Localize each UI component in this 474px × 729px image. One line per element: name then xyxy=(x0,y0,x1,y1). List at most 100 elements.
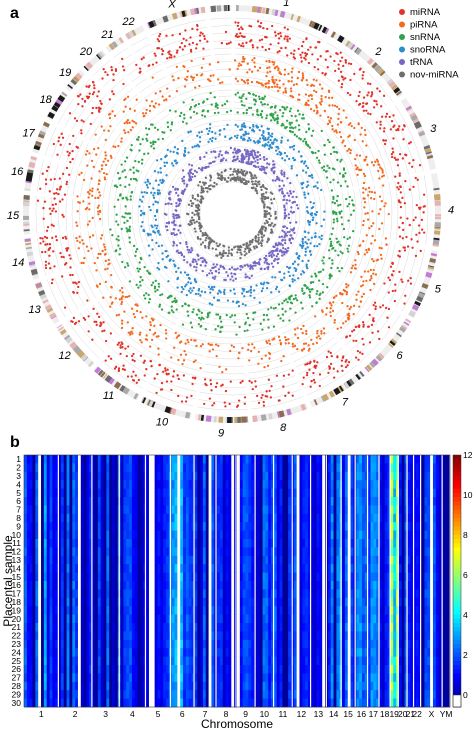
point-nov-miRNA xyxy=(260,188,263,192)
point-miRNA xyxy=(140,57,143,61)
point-miRNA xyxy=(215,382,219,385)
point-miRNA xyxy=(69,160,72,164)
point-piRNA xyxy=(191,76,194,79)
point-nov-miRNA xyxy=(221,252,224,255)
point-nov-miRNA xyxy=(258,183,261,186)
point-snRNA xyxy=(294,126,297,129)
point-piRNA xyxy=(287,72,290,76)
point-nov-miRNA xyxy=(245,179,248,183)
point-snRNA xyxy=(346,237,349,241)
point-miRNA xyxy=(81,105,84,108)
point-snRNA xyxy=(145,127,148,130)
point-tRNA xyxy=(230,266,234,269)
point-piRNA xyxy=(145,338,149,341)
point-tRNA xyxy=(217,268,221,271)
point-nov-miRNA xyxy=(254,180,257,183)
point-piRNA xyxy=(293,344,297,348)
point-piRNA xyxy=(183,349,186,353)
point-snoRNA xyxy=(274,287,278,291)
point-miRNA xyxy=(52,142,55,146)
point-piRNA xyxy=(107,129,110,132)
point-piRNA xyxy=(145,315,148,318)
point-nov-miRNA xyxy=(232,170,235,173)
point-snoRNA xyxy=(173,263,176,266)
point-snRNA xyxy=(260,101,263,104)
point-piRNA xyxy=(345,116,348,119)
point-miRNA xyxy=(271,24,274,28)
point-snRNA xyxy=(120,163,123,166)
point-piRNA xyxy=(234,77,238,80)
point-piRNA xyxy=(302,342,306,345)
point-piRNA xyxy=(109,305,112,308)
point-snRNA xyxy=(270,112,273,115)
point-piRNA xyxy=(265,340,268,343)
point-miRNA xyxy=(145,368,148,371)
point-miRNA xyxy=(340,56,344,59)
point-miRNA xyxy=(406,245,410,248)
y-tick-label: 27 xyxy=(12,673,22,683)
point-snoRNA xyxy=(142,229,145,233)
point-piRNA xyxy=(353,267,357,270)
point-tRNA xyxy=(175,244,178,247)
point-snoRNA xyxy=(166,254,170,257)
point-snRNA xyxy=(246,329,249,332)
point-miRNA xyxy=(337,63,340,66)
point-miRNA xyxy=(392,114,395,117)
point-miRNA xyxy=(287,391,290,394)
point-nov-miRNA xyxy=(212,240,216,243)
point-snoRNA xyxy=(258,129,261,132)
point-snRNA xyxy=(309,281,313,285)
point-piRNA xyxy=(328,104,331,107)
point-miRNA xyxy=(99,324,102,327)
point-miRNA xyxy=(283,37,286,40)
point-miRNA xyxy=(308,368,311,371)
point-snoRNA xyxy=(303,193,306,196)
ideogram-band xyxy=(85,61,94,70)
point-tRNA xyxy=(287,216,291,220)
point-miRNA xyxy=(390,155,394,159)
point-miRNA xyxy=(46,243,49,246)
point-nov-miRNA xyxy=(193,198,197,201)
point-piRNA xyxy=(332,301,335,304)
point-snRNA xyxy=(301,287,304,290)
point-snRNA xyxy=(301,117,304,120)
point-piRNA xyxy=(361,284,364,287)
point-snoRNA xyxy=(306,166,310,170)
point-snRNA xyxy=(335,150,338,154)
point-piRNA xyxy=(127,331,130,334)
point-piRNA xyxy=(171,75,174,78)
point-nov-miRNA xyxy=(200,191,203,194)
point-snRNA xyxy=(166,296,170,300)
point-snoRNA xyxy=(257,139,260,143)
point-miRNA xyxy=(365,109,368,112)
x-tick-label: 11 xyxy=(278,709,287,719)
point-miRNA xyxy=(292,56,295,59)
point-piRNA xyxy=(129,128,133,132)
point-miRNA xyxy=(191,376,195,379)
point-miRNA xyxy=(130,354,134,358)
point-miRNA xyxy=(370,95,373,98)
point-piRNA xyxy=(106,159,110,162)
point-snRNA xyxy=(189,321,193,324)
point-snoRNA xyxy=(187,289,191,292)
point-miRNA xyxy=(324,72,327,75)
point-miRNA xyxy=(388,278,392,282)
ideogram-band xyxy=(296,15,301,23)
point-piRNA xyxy=(378,246,381,250)
point-piRNA xyxy=(347,123,351,126)
point-snRNA xyxy=(263,95,267,98)
point-miRNA xyxy=(344,366,348,369)
point-nov-miRNA xyxy=(263,222,266,225)
point-nov-miRNA xyxy=(274,212,277,216)
point-snoRNA xyxy=(157,193,160,196)
point-tRNA xyxy=(186,248,189,251)
x-tick-label: 2 xyxy=(73,709,78,719)
point-piRNA xyxy=(257,362,260,365)
x-tick-label: 15 xyxy=(343,709,353,719)
y-tick-label: 30 xyxy=(12,698,22,708)
point-miRNA xyxy=(81,97,84,101)
point-piRNA xyxy=(131,119,134,123)
point-tRNA xyxy=(283,236,286,239)
point-snoRNA xyxy=(316,181,319,184)
point-piRNA xyxy=(356,250,360,254)
